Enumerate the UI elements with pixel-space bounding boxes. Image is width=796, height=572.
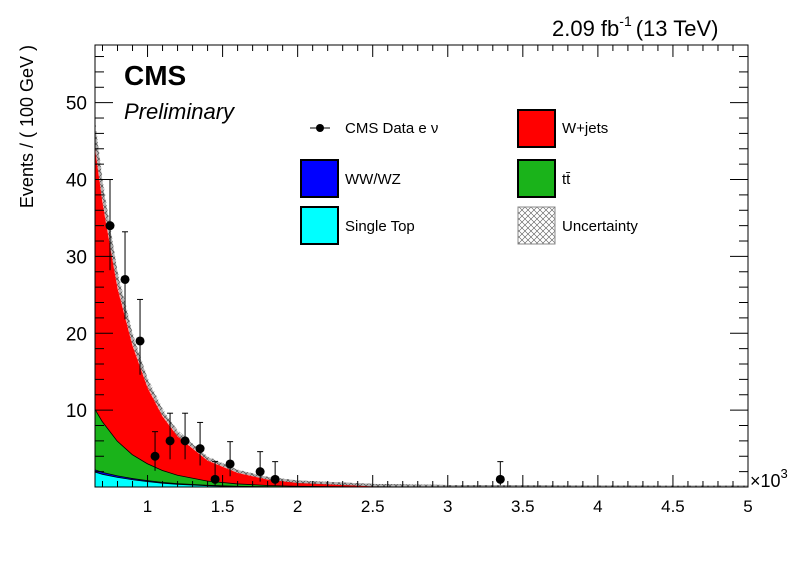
x-tick-label-8: 5 (743, 497, 752, 516)
data-point-0 (105, 221, 115, 231)
x-axis-multiplier: ×103 (750, 466, 788, 491)
x-tick-label-5: 3.5 (511, 497, 535, 516)
area-single-top (95, 471, 748, 487)
legend: CMS Data e ν W+jets WW/WZ tt̄ Single Top… (300, 109, 638, 245)
legend-label-data: CMS Data e ν (345, 120, 438, 137)
legend-label-single-top: Single Top (345, 218, 415, 235)
legend-label-ttbar: tt̄ (562, 171, 571, 188)
legend-marker-data (316, 124, 324, 132)
y-tick-label-3: 40 (66, 171, 87, 192)
legend-label-uncertainty: Uncertainty (562, 218, 638, 235)
line-w-jets (95, 133, 748, 487)
legend-entry-ttbar: tt̄ (517, 159, 571, 198)
axes: 1 1.5 2 2.5 3 3.5 4 4.5 5 10 20 30 40 50 (66, 45, 753, 516)
area-tt- (95, 408, 748, 487)
data-point-7 (210, 474, 220, 484)
lumi-label: 2.09 fb-1 (13 TeV) (552, 13, 718, 41)
y-tick-label-1: 20 (66, 324, 87, 345)
legend-box-single-top (300, 206, 339, 245)
legend-entry-data: CMS Data e ν (310, 120, 438, 137)
data-point-6 (195, 444, 205, 454)
y-tick-label-2: 30 (66, 247, 87, 268)
legend-entry-uncertainty: Uncertainty (517, 206, 638, 245)
area-w-jets (95, 133, 748, 487)
y-axis-label: Events / ( 100 GeV ) (17, 45, 37, 208)
legend-label-wjets: W+jets (562, 120, 608, 137)
y-tick-label-4: 50 (66, 94, 87, 115)
plot-frame (94, 44, 749, 488)
x-tick-label-4: 3 (443, 497, 452, 516)
legend-box-uncertainty (517, 206, 556, 245)
x-tick-label-0: 1 (143, 497, 152, 516)
status-label: Preliminary (124, 99, 236, 124)
x-tick-label-3: 2.5 (361, 497, 385, 516)
x-tick-label-1: 1.5 (211, 497, 235, 516)
experiment-label: CMS (124, 60, 186, 91)
legend-entry-wjets: W+jets (517, 109, 608, 148)
data-point-11 (495, 474, 505, 484)
legend-box-diboson (300, 159, 339, 198)
data-point-3 (150, 451, 160, 461)
data-point-9 (255, 467, 265, 477)
y-tick-label-0: 10 (66, 401, 87, 422)
legend-entry-single-top: Single Top (300, 206, 415, 245)
x-tick-label-6: 4 (593, 497, 602, 516)
legend-box-ttbar (517, 159, 556, 198)
x-tick-label-7: 4.5 (661, 497, 685, 516)
x-tick-label-2: 2 (293, 497, 302, 516)
data-point-1 (120, 274, 130, 284)
data-point-8 (225, 459, 235, 469)
legend-entry-diboson: WW/WZ (300, 159, 401, 198)
data-points (105, 179, 505, 486)
data-point-10 (270, 474, 280, 484)
data-point-2 (135, 336, 145, 346)
data-point-5 (180, 436, 190, 446)
legend-label-diboson: WW/WZ (345, 171, 401, 188)
stacked-backgrounds (95, 118, 748, 487)
data-point-4 (165, 436, 175, 446)
uncertainty-band (95, 118, 748, 487)
legend-box-wjets (517, 109, 556, 148)
